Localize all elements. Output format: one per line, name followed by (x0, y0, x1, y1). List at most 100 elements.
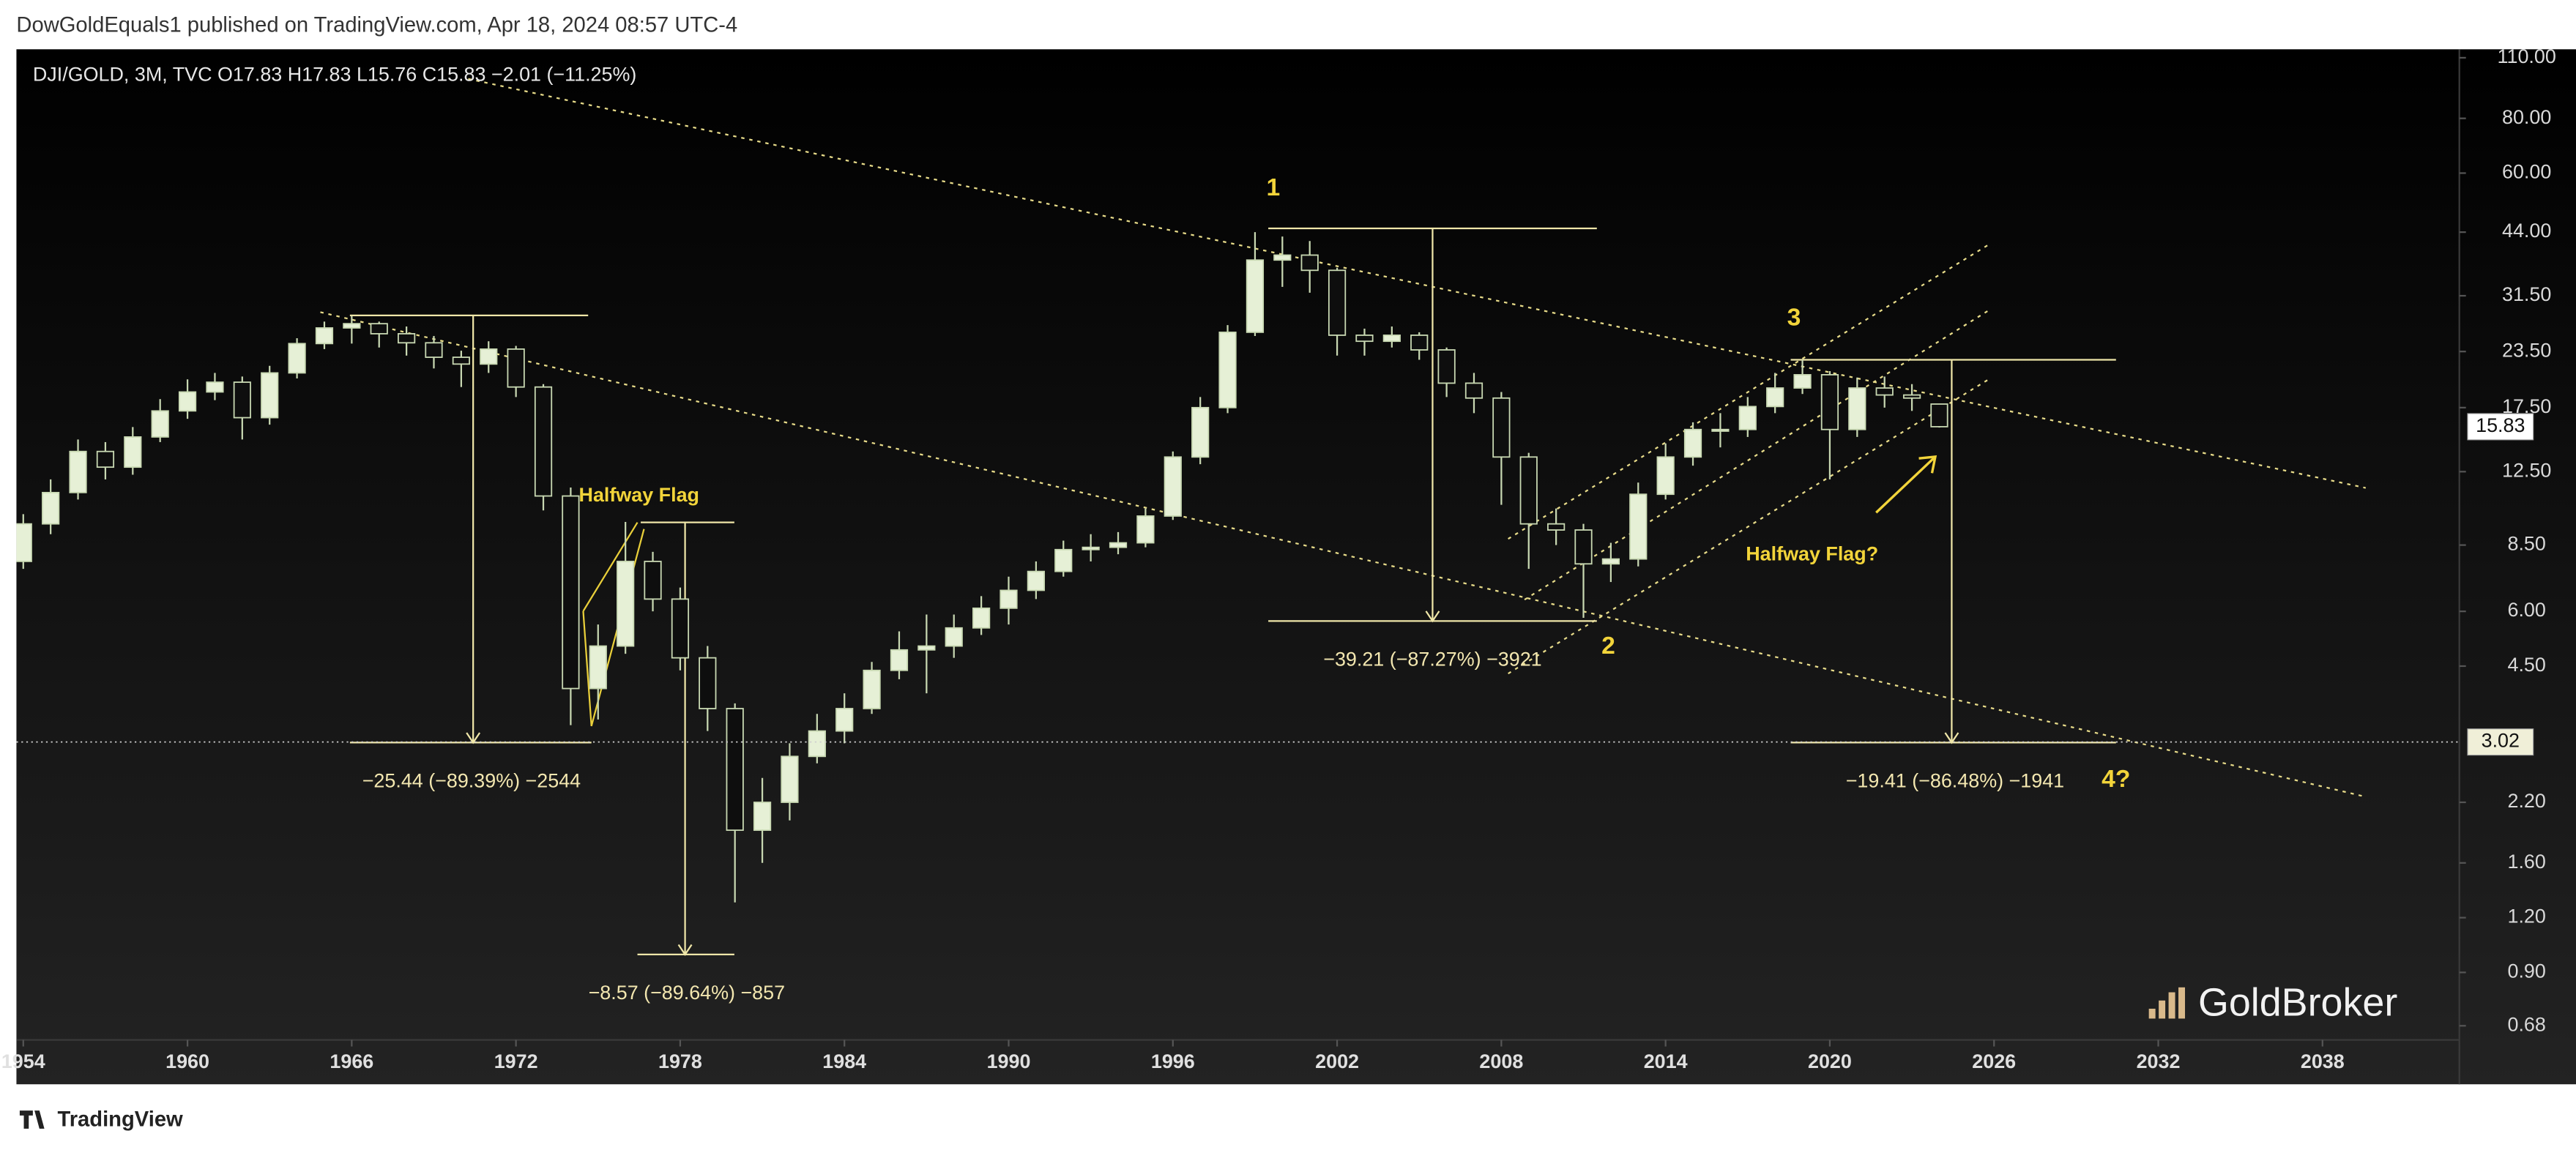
candle-body (398, 333, 416, 344)
y-tick-label: 44.00 (2502, 220, 2551, 242)
candle-body (1711, 428, 1730, 432)
candle-body (343, 323, 361, 329)
footer: TradingView (58, 1108, 184, 1131)
candle-body (1683, 428, 1702, 458)
candles (16, 232, 1948, 903)
x-tick-label: 1966 (330, 1050, 373, 1072)
candle-body (917, 645, 936, 651)
candle-body (1930, 403, 1948, 427)
candle-body (1191, 406, 1210, 458)
candle-body (151, 410, 169, 438)
x-tick-label: 2038 (2301, 1050, 2345, 1072)
x-tick-label: 2032 (2137, 1050, 2181, 1072)
x-tick-label: 2008 (1479, 1050, 1523, 1072)
wave-label: 3 (1787, 304, 1801, 331)
measure-2 (637, 521, 734, 956)
wave-label: 2 (1601, 632, 1615, 660)
candle-body (1574, 529, 1593, 565)
x-tick-label: 1978 (658, 1050, 702, 1072)
candle-body (1246, 259, 1265, 333)
measure-label: −8.57 (−89.64%) −857 (589, 982, 785, 1004)
x-tick-label: 1996 (1151, 1050, 1195, 1072)
candle-body (1738, 406, 1757, 430)
candle-body (671, 598, 690, 659)
x-tick-label: 2014 (1644, 1050, 1688, 1072)
y-tick-label: 2.20 (2508, 790, 2546, 812)
candle-body (1464, 382, 1484, 399)
candle-body (1437, 349, 1456, 384)
candle-body (1820, 374, 1839, 430)
x-tick-label: 1954 (1, 1050, 45, 1072)
candle-body (1601, 558, 1620, 565)
x-tick-label: 1972 (494, 1050, 538, 1072)
watermark-logo (2148, 987, 2186, 1019)
candle-body (124, 436, 142, 468)
measure-label: −39.21 (−87.27%) −3921 (1323, 648, 1541, 670)
candle-body (1547, 523, 1566, 531)
candle-body (972, 607, 991, 629)
flag-label: Halfway Flag? (1746, 543, 1878, 565)
x-tick-label: 1990 (987, 1050, 1031, 1072)
flag-label: Halfway Flag (579, 484, 699, 506)
y-tick-label: 8.50 (2508, 533, 2546, 555)
candle-body (562, 495, 580, 690)
candle-body (808, 730, 826, 758)
chart-background (16, 49, 2576, 1085)
candle-body (726, 708, 744, 832)
candle-body (1382, 335, 1401, 343)
wave-label: 4? (2102, 766, 2130, 793)
x-tick-label: 2020 (1808, 1050, 1852, 1072)
y-tick-label: 0.68 (2508, 1013, 2546, 1035)
y-tick-label: 1.60 (2508, 851, 2546, 873)
y-tick-label: 80.00 (2502, 106, 2551, 128)
wave-label: 1 (1266, 174, 1280, 201)
header: DowGoldEquals1 published on TradingView.… (16, 14, 737, 37)
candle-body (890, 649, 909, 671)
candle-body (206, 381, 224, 393)
y-tick-label: 6.00 (2508, 599, 2546, 621)
watermark: GoldBroker (2198, 981, 2397, 1025)
y-tick-label: 31.50 (2502, 283, 2551, 305)
y-tick-label: 23.50 (2502, 339, 2551, 361)
measure-label: −25.44 (−89.39%) −2544 (362, 769, 581, 791)
price-tag (2467, 728, 2534, 756)
candle-body (1875, 387, 1894, 396)
candle-body (42, 491, 60, 525)
candle-body (425, 342, 443, 358)
candle-body (233, 381, 251, 419)
candle-body (1109, 542, 1128, 548)
candle-body (999, 589, 1018, 609)
x-tick-label: 1960 (165, 1050, 209, 1072)
candle-body (753, 802, 772, 832)
y-tick-label: 110.00 (2498, 45, 2556, 67)
candle-body (1218, 332, 1237, 408)
candle-body (315, 327, 334, 345)
candle-body (16, 523, 32, 562)
candle-body (644, 561, 662, 600)
price-tag-label: 15.83 (2476, 414, 2525, 436)
channel-line (1524, 307, 1992, 601)
candle-body (699, 657, 717, 709)
candle-body (370, 323, 388, 335)
candle-body (261, 372, 279, 419)
candle-body (1656, 456, 1675, 496)
candle-body (452, 356, 470, 365)
candle-body (781, 755, 799, 803)
candle-body (1410, 335, 1429, 351)
candle-body (1492, 397, 1511, 458)
candle-body (1054, 548, 1073, 572)
candle-body (1355, 335, 1374, 343)
candle-body (1848, 387, 1866, 430)
candle-body (96, 450, 115, 468)
candle-body (1082, 546, 1100, 550)
candle-body (1629, 493, 1648, 560)
candle-body (1136, 515, 1155, 544)
candle-body (534, 386, 553, 497)
trend-line (320, 311, 2367, 798)
candle-body (945, 627, 963, 647)
candle-body (1766, 387, 1784, 408)
candle-body (480, 348, 498, 365)
y-tick-label: 0.90 (2508, 960, 2546, 982)
y-tick-label: 4.50 (2508, 654, 2546, 676)
